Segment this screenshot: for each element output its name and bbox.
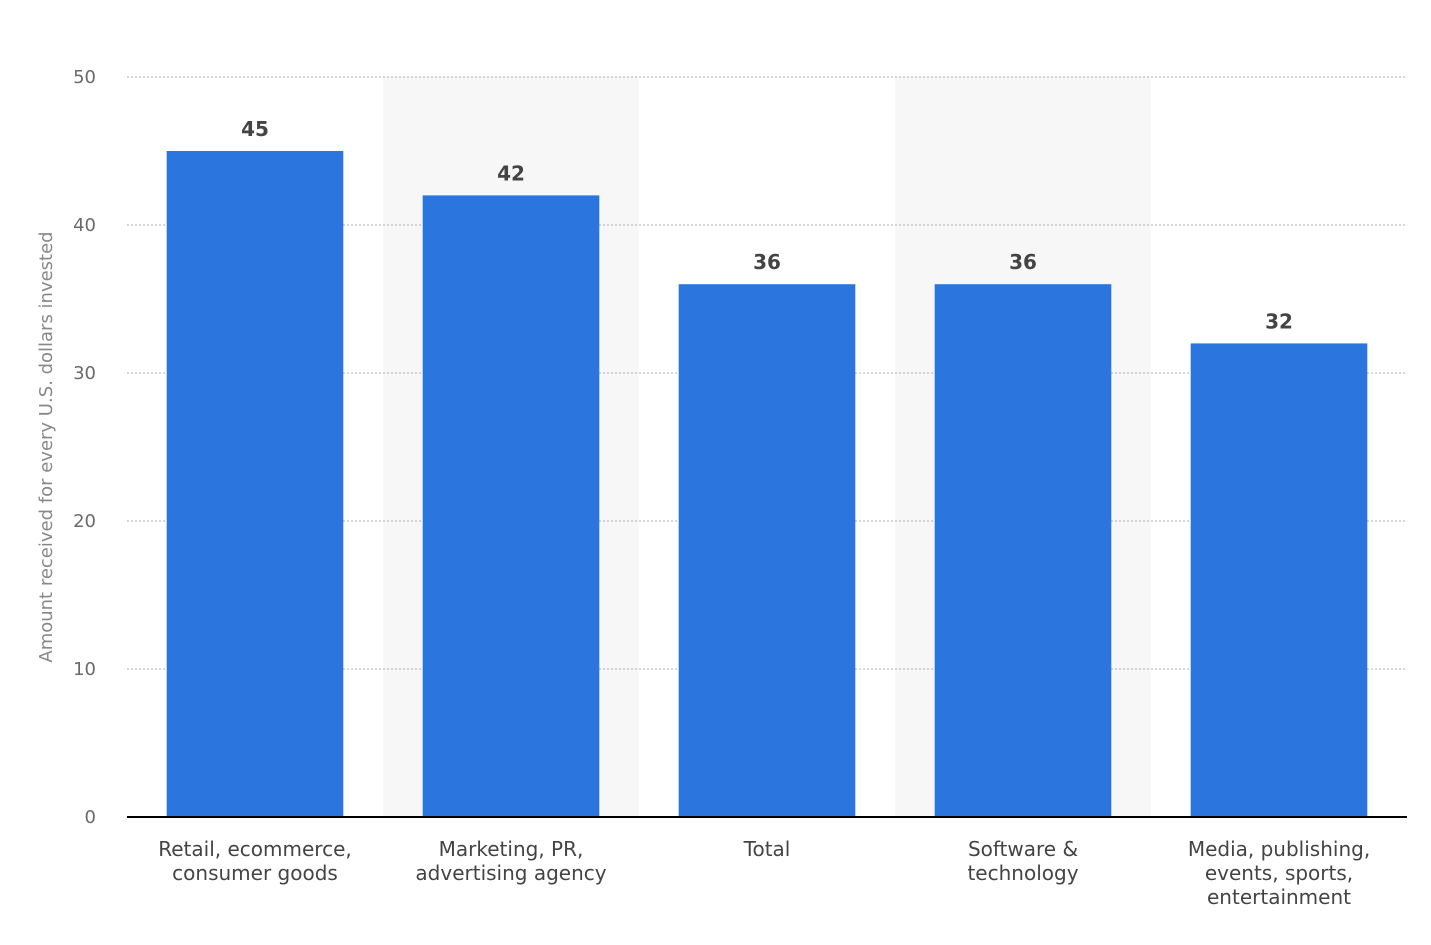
data-label: 36: [753, 250, 781, 274]
bar[interactable]: [934, 284, 1112, 817]
bar[interactable]: [1190, 343, 1368, 817]
bar[interactable]: [166, 151, 344, 817]
y-tick-label: 50: [73, 67, 96, 88]
y-tick-label: 20: [73, 511, 96, 532]
x-tick-label: Software & technology: [967, 837, 1078, 885]
data-label: 45: [241, 117, 269, 141]
y-tick-label: 0: [85, 807, 96, 828]
y-axis-title: Amount received for every U.S. dollars i…: [36, 231, 57, 662]
x-tick-label: Media, publishing, events, sports, enterta…: [1188, 837, 1370, 909]
data-label: 42: [497, 161, 525, 185]
data-label: 36: [1009, 250, 1037, 274]
y-tick-label: 30: [73, 363, 96, 384]
bar[interactable]: [422, 195, 600, 817]
x-tick-label: Marketing, PR, advertising agency: [415, 837, 606, 885]
y-tick-label: 40: [73, 215, 96, 236]
x-tick-label: Retail, ecommerce, consumer goods: [158, 837, 351, 885]
x-tick-label: Total: [743, 837, 791, 861]
y-tick-label: 10: [73, 659, 96, 680]
data-label: 32: [1265, 309, 1293, 333]
bar[interactable]: [678, 284, 856, 817]
